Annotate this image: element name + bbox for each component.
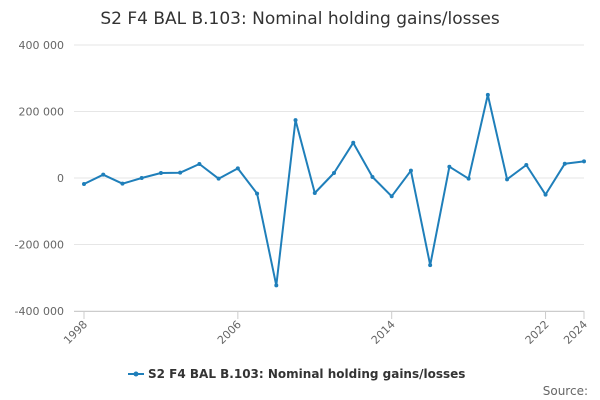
data-point[interactable] [178, 170, 183, 175]
data-point[interactable] [274, 283, 279, 288]
data-point[interactable] [428, 263, 433, 268]
data-point[interactable] [120, 181, 125, 186]
series-line[interactable] [83, 93, 585, 287]
data-point[interactable] [293, 118, 298, 123]
legend[interactable]: S2 F4 BAL B.103: Nominal holding gains/l… [128, 367, 465, 381]
data-point[interactable] [582, 159, 586, 164]
legend-marker-symbol [133, 371, 139, 377]
y-axis-ticks: 400 000 200 000 0 -200 000 -400 000 [15, 39, 64, 318]
data-point[interactable] [485, 92, 490, 97]
data-point[interactable] [466, 176, 471, 181]
data-point[interactable] [82, 181, 86, 186]
data-point[interactable] [101, 172, 106, 177]
data-point[interactable] [505, 177, 510, 182]
credits-source[interactable]: Source: [543, 384, 588, 398]
x-tick-label: 2022 [523, 318, 552, 347]
x-tick-label: 2006 [215, 318, 244, 347]
data-point[interactable] [543, 192, 548, 197]
data-point[interactable] [351, 140, 356, 145]
y-tick-label: 0 [57, 172, 64, 185]
x-axis: 1998 2006 2014 2022 2024 [61, 311, 590, 347]
data-point[interactable] [562, 161, 567, 166]
series-layer [82, 92, 586, 288]
chart-title: S2 F4 BAL B.103: Nominal holding gains/l… [100, 9, 500, 29]
y-tick-label: -200 000 [15, 239, 64, 252]
data-point[interactable] [216, 176, 221, 181]
data-point[interactable] [389, 194, 394, 199]
data-point[interactable] [524, 163, 529, 168]
data-point[interactable] [255, 191, 260, 196]
data-point[interactable] [235, 166, 240, 171]
x-tick-label: 2014 [369, 318, 398, 347]
x-tick-label: 1998 [61, 318, 90, 347]
x-tick-label: 2024 [561, 318, 590, 347]
data-point[interactable] [370, 175, 375, 180]
data-point[interactable] [158, 171, 163, 176]
data-point[interactable] [332, 171, 336, 176]
y-tick-label: 400 000 [19, 39, 65, 52]
data-point[interactable] [312, 190, 317, 195]
legend-label[interactable]: S2 F4 BAL B.103: Nominal holding gains/l… [148, 367, 465, 381]
y-tick-label: -400 000 [15, 305, 64, 318]
data-point[interactable] [197, 162, 202, 167]
y-tick-label: 200 000 [19, 106, 65, 119]
data-point[interactable] [408, 168, 413, 173]
data-point[interactable] [447, 164, 452, 169]
data-point[interactable] [139, 176, 144, 180]
